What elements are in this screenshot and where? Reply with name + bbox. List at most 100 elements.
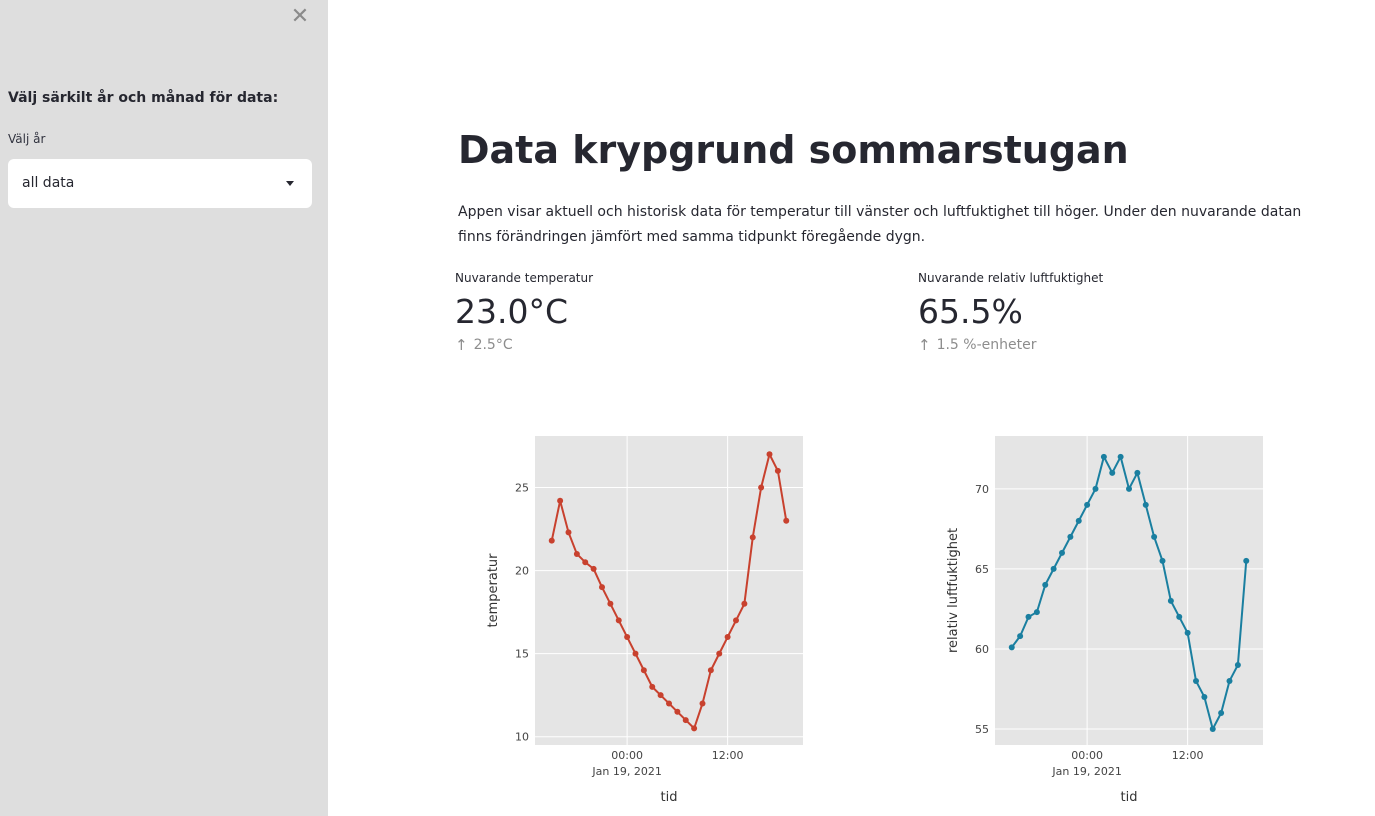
data-point — [1201, 693, 1208, 700]
data-point — [1193, 677, 1199, 684]
data-point — [1109, 469, 1116, 476]
y-tick-label: 15 — [515, 648, 529, 661]
data-point — [1167, 597, 1174, 604]
metric-humidity-label: Nuvarande relativ luftfuktighet — [918, 271, 1104, 285]
data-point — [1050, 565, 1057, 572]
data-point — [1042, 581, 1049, 588]
data-point — [1218, 709, 1225, 716]
year-select-label: Välj år — [8, 132, 46, 146]
data-point — [1234, 661, 1241, 668]
y-tick-label: 60 — [975, 643, 989, 656]
data-point — [691, 725, 698, 732]
data-point — [783, 517, 790, 524]
x-tick-sublabel: Jan 19, 2021 — [1051, 765, 1121, 778]
y-tick-label: 70 — [975, 483, 989, 496]
data-point — [1025, 613, 1032, 620]
metric-temperature: Nuvarande temperatur 23.0°C ↑ 2.5°C — [455, 271, 855, 354]
data-point — [666, 700, 672, 707]
data-point — [1067, 533, 1074, 540]
y-tick-label: 20 — [515, 565, 529, 578]
data-point — [1159, 557, 1166, 564]
data-point — [1134, 469, 1141, 476]
data-point — [1117, 453, 1124, 460]
data-point — [657, 692, 664, 699]
data-point — [607, 600, 614, 607]
close-icon[interactable]: ✕ — [290, 4, 310, 29]
x-axis-label: tid — [661, 790, 678, 805]
y-axis-label: temperatur — [486, 553, 501, 628]
metric-humidity-delta-value: 1.5 %-enheter — [936, 337, 1037, 353]
y-tick-label: 65 — [975, 563, 989, 576]
data-point — [1092, 485, 1099, 492]
page-description: Appen visar aktuell och historisk data f… — [458, 204, 1302, 245]
x-tick-label: 12:00 — [712, 749, 744, 762]
sidebar-heading: Välj särkilt år och månad för data: — [8, 90, 279, 106]
x-axis-label: tid — [1121, 790, 1138, 805]
y-tick-label: 55 — [975, 723, 989, 736]
y-tick-label: 25 — [515, 482, 529, 495]
data-point — [649, 683, 656, 690]
data-point — [573, 550, 580, 557]
data-point — [1126, 485, 1132, 492]
x-tick-sublabel: Jan 19, 2021 — [591, 765, 661, 778]
data-point — [1008, 644, 1015, 651]
metric-temperature-delta: ↑ 2.5°C — [455, 336, 855, 354]
data-point — [1184, 629, 1191, 636]
data-point — [741, 600, 748, 607]
data-point — [582, 559, 589, 566]
metric-humidity: Nuvarande relativ luftfuktighet 65.5% ↑ … — [918, 271, 1318, 354]
arrow-up-icon: ↑ — [455, 336, 468, 354]
data-point — [557, 497, 564, 504]
data-point — [1142, 501, 1149, 508]
x-tick-label: 12:00 — [1172, 749, 1204, 762]
data-point — [1243, 557, 1250, 564]
data-point — [548, 537, 555, 544]
data-point — [1151, 533, 1158, 540]
data-point — [1209, 725, 1216, 732]
y-axis-label: relativ luftfuktighet — [946, 528, 961, 653]
data-point — [733, 617, 739, 624]
data-point — [565, 529, 572, 536]
data-point — [1017, 633, 1024, 640]
metric-temperature-value: 23.0°C — [455, 292, 569, 331]
data-point — [1084, 501, 1091, 508]
data-point — [1059, 549, 1065, 556]
data-point — [699, 700, 706, 707]
data-point — [674, 708, 681, 715]
temperature-chart[interactable]: 10 15 20 25 00:00 Jan 19, 2021 12:00 tid tempera… — [470, 420, 815, 816]
data-point — [707, 667, 714, 674]
data-point — [716, 650, 723, 657]
data-point — [682, 717, 689, 724]
year-select[interactable]: all data — [8, 159, 312, 208]
data-point — [624, 634, 631, 641]
data-point — [615, 617, 622, 624]
data-point — [1176, 613, 1183, 620]
data-point — [590, 565, 597, 572]
data-point — [774, 467, 781, 474]
data-point — [1226, 677, 1233, 684]
data-point — [724, 634, 731, 641]
data-point — [766, 451, 773, 458]
data-point — [640, 667, 647, 674]
metric-humidity-delta: ↑ 1.5 %-enheter — [918, 336, 1318, 354]
data-point — [632, 650, 639, 657]
x-tick-label: 00:00 — [611, 749, 643, 762]
metric-temperature-label: Nuvarande temperatur — [455, 271, 594, 285]
page-title: Data krypgrund sommarstugan — [458, 128, 1129, 172]
arrow-up-icon: ↑ — [918, 336, 931, 354]
metric-humidity-value: 65.5% — [918, 292, 1023, 331]
chevron-down-icon — [286, 181, 294, 186]
data-point — [1033, 609, 1040, 616]
humidity-chart[interactable]: 55 60 65 70 00:00 Jan 19, 2021 12:00 tid relativ… — [930, 420, 1275, 816]
data-point — [749, 534, 756, 541]
data-point — [1075, 517, 1082, 524]
metric-temperature-delta-value: 2.5°C — [473, 337, 513, 353]
data-point — [599, 584, 605, 591]
sidebar: ✕ Välj särkilt år och månad för data: Vä… — [0, 0, 328, 816]
data-point — [1100, 453, 1107, 460]
year-select-value: all data — [22, 175, 75, 191]
y-tick-label: 10 — [515, 731, 529, 744]
x-tick-label: 00:00 — [1071, 749, 1103, 762]
data-point — [758, 484, 765, 491]
plot-area — [995, 436, 1263, 745]
